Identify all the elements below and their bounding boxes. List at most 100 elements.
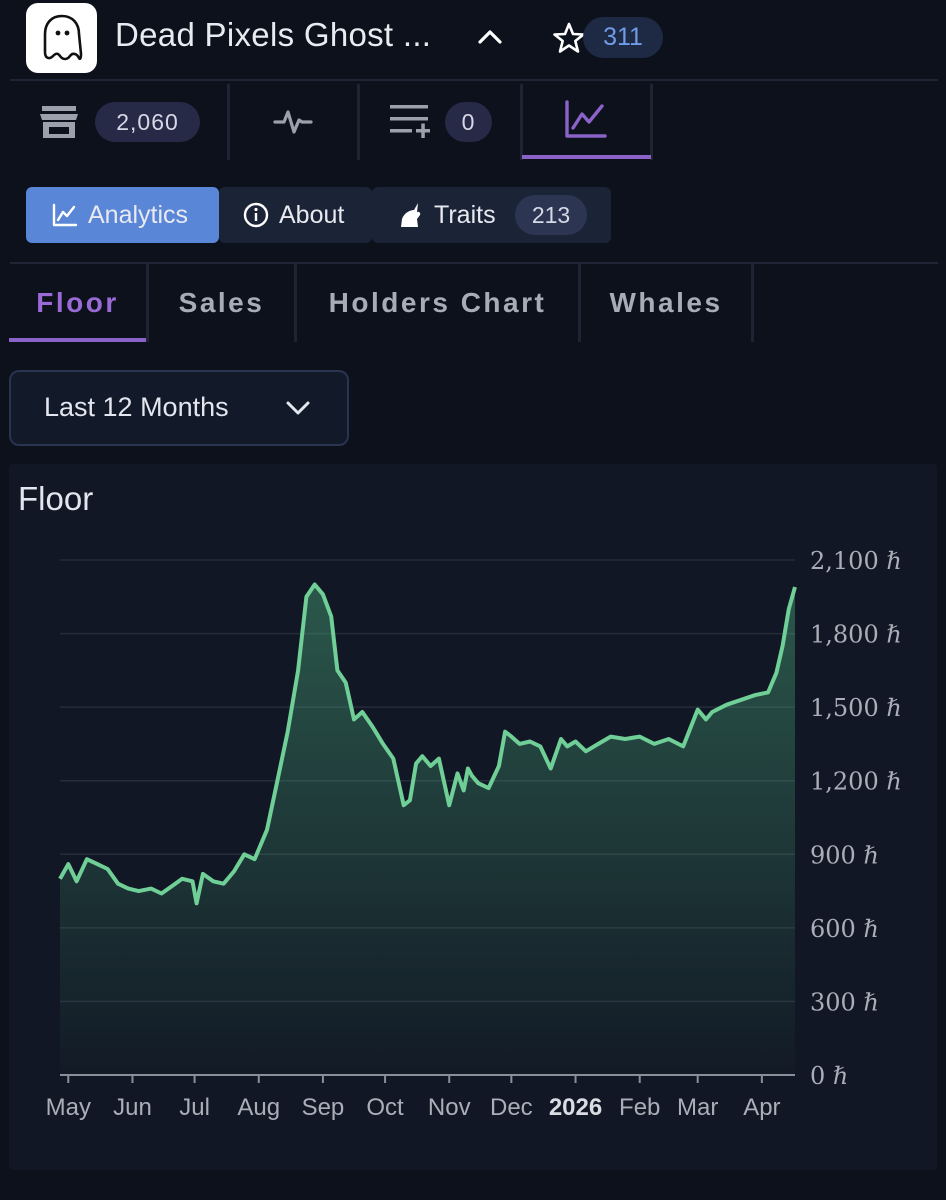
floor-data-point[interactable] [437,757,441,761]
floor-data-point[interactable] [85,857,89,861]
floor-data-point[interactable] [313,583,317,587]
floor-data-point[interactable] [304,595,308,599]
floor-data-point[interactable] [609,735,613,739]
floor-data-point[interactable] [58,877,62,881]
floor-data-point[interactable] [296,668,300,672]
floor-data-point[interactable] [75,879,79,883]
floor-data-point[interactable] [160,892,164,896]
floor-data-point[interactable] [286,730,290,734]
floor-data-point[interactable] [476,781,480,785]
about-button[interactable]: About [219,187,372,243]
floor-data-point[interactable] [470,774,474,778]
floor-data-point[interactable] [447,803,451,807]
floor-data-point[interactable] [787,607,791,611]
chevron-down-icon [286,401,310,415]
floor-data-point[interactable] [371,725,375,729]
floor-data-point[interactable] [565,744,569,748]
floor-data-point[interactable] [253,857,257,861]
subtab-whales[interactable]: Whales [609,287,723,318]
floor-data-point[interactable] [242,852,246,856]
floor-data-point[interactable] [739,698,743,702]
floor-data-point[interactable] [638,735,642,739]
floor-data-point[interactable] [329,614,333,618]
tab-activity[interactable] [230,84,358,160]
floor-data-point[interactable] [149,887,153,891]
floor-data-point[interactable] [211,879,215,883]
floor-data-point[interactable] [652,742,656,746]
floor-data-point[interactable] [352,717,356,721]
floor-data-point[interactable] [596,742,600,746]
floor-data-point[interactable] [402,803,406,807]
floor-data-point[interactable] [528,740,532,744]
floor-data-point[interactable] [766,690,770,694]
floor-data-point[interactable] [232,870,236,874]
floor-data-point[interactable] [391,757,395,761]
floor-data-point[interactable] [574,740,578,744]
floor-data-point[interactable] [793,585,797,589]
floor-data-point[interactable] [201,872,205,876]
floor-data-point[interactable] [408,798,412,802]
floor-data-point[interactable] [774,671,778,675]
floor-data-point[interactable] [781,644,785,648]
floor-data-point[interactable] [559,737,563,741]
tab-watchlist[interactable]: 0 [360,84,520,160]
subtab-active-indicator [9,338,146,342]
floor-data-point[interactable] [222,882,226,886]
floor-data-point[interactable] [275,779,279,783]
favorite-button[interactable] [552,21,586,55]
floor-data-point[interactable] [623,737,627,741]
y-tick-label: 2,100 ℏ [810,547,902,575]
floor-data-point[interactable] [420,754,424,758]
x-tick-label: Sep [302,1094,345,1121]
chart-line-icon [52,203,78,227]
floor-data-point[interactable] [66,862,70,866]
floor-data-point[interactable] [696,708,700,712]
floor-data-point[interactable] [584,749,588,753]
subtab-floor[interactable]: Floor [36,287,119,318]
floor-data-point[interactable] [137,889,141,893]
floor-data-point[interactable] [344,681,348,685]
floor-data-point[interactable] [681,744,685,748]
floor-data-point[interactable] [503,730,507,734]
collapse-button[interactable] [474,22,506,52]
floor-data-point[interactable] [429,764,433,768]
floor-data-point[interactable] [170,884,174,888]
floor-data-point[interactable] [191,879,195,883]
subtab-sales[interactable]: Sales [178,287,265,318]
floor-data-point[interactable] [462,789,466,793]
analytics-button[interactable]: Analytics [26,187,219,243]
subtab-separator [294,264,297,342]
floor-data-point[interactable] [456,771,460,775]
floor-data-point[interactable] [518,742,522,746]
floor-data-point[interactable] [667,737,671,741]
floor-data-point[interactable] [106,867,110,871]
floor-data-point[interactable] [265,828,269,832]
floor-data-point[interactable] [549,767,553,771]
collection-logo[interactable] [26,3,97,73]
floor-data-point[interactable] [725,703,729,707]
floor-data-point[interactable] [754,693,758,697]
floor-data-point[interactable] [538,744,542,748]
floor-data-point[interactable] [414,762,418,766]
floor-data-point[interactable] [710,710,714,714]
floor-data-point[interactable] [466,767,470,771]
floor-data-point[interactable] [180,877,184,881]
floor-data-point[interactable] [704,717,708,721]
header-divider [10,79,938,81]
floor-data-point[interactable] [360,710,364,714]
floor-data-point[interactable] [116,882,120,886]
floor-data-point[interactable] [126,887,130,891]
time-range-dropdown[interactable]: Last 12 Months [9,370,349,446]
tab-separator [650,84,653,160]
tab-analytics-chart[interactable] [523,84,650,160]
floor-data-point[interactable] [321,592,325,596]
tab-listings[interactable]: 2,060 [20,84,228,160]
floor-data-point[interactable] [497,764,501,768]
floor-data-point[interactable] [95,862,99,866]
floor-data-point[interactable] [509,735,513,739]
floor-data-point[interactable] [487,786,491,790]
floor-data-point[interactable] [335,668,339,672]
floor-data-point[interactable] [195,901,199,905]
floor-data-point[interactable] [381,742,385,746]
subtab-holders-chart[interactable]: Holders Chart [328,287,547,318]
